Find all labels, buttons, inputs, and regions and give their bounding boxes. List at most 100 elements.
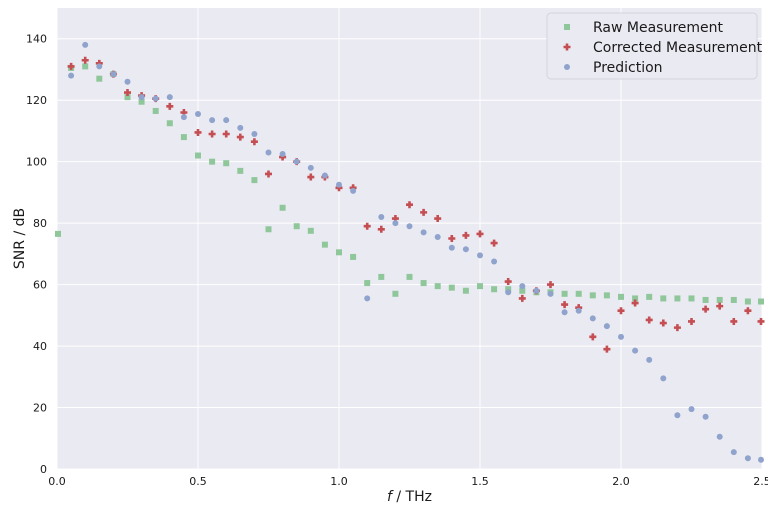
data-point-prediction (744, 455, 751, 462)
data-point-corrected (194, 128, 202, 136)
data-point-raw (96, 75, 103, 82)
data-point-raw (223, 160, 230, 167)
data-point-prediction (237, 124, 244, 131)
data-point-prediction (420, 229, 427, 236)
data-point-corrected (757, 317, 765, 325)
data-point-raw (618, 293, 624, 300)
x-axis-label-unit: / THz (392, 489, 432, 505)
data-point-raw (82, 63, 89, 70)
data-point-raw (646, 293, 653, 300)
data-point-corrected (702, 305, 710, 313)
data-point-corrected (673, 324, 681, 332)
data-point-corrected (617, 307, 625, 315)
x-tick-label: 2.0 (612, 475, 630, 488)
legend-markers (563, 24, 571, 70)
data-point-raw (124, 94, 131, 101)
data-point-raw (237, 167, 244, 174)
data-point-prediction (336, 181, 342, 188)
x-tick-label: 2.5 (753, 475, 768, 488)
x-tick-label: 1.0 (330, 475, 348, 488)
data-point-raw (152, 107, 159, 114)
data-point-corrected (603, 345, 611, 353)
legend: Raw Measurement Corrected Measurement Pr… (546, 12, 763, 80)
plot-background (57, 8, 762, 469)
y-axis-label: SNR / dB (12, 208, 28, 269)
data-point-prediction (462, 246, 469, 253)
data-point-raw (293, 223, 300, 230)
data-point-prediction (758, 456, 764, 463)
y-tick-label: 100 (26, 156, 47, 169)
data-point-raw (744, 298, 751, 305)
data-point-prediction (350, 187, 357, 194)
data-point-corrected (377, 225, 385, 233)
data-point-corrected (490, 239, 498, 247)
data-point-corrected (716, 302, 724, 310)
data-point-prediction (279, 150, 286, 157)
legend-marker-prediction (564, 64, 570, 70)
data-point-prediction (561, 309, 568, 316)
data-point-prediction (603, 323, 610, 330)
data-point-corrected (81, 56, 89, 64)
data-point-corrected (448, 235, 456, 242)
data-point-prediction (364, 295, 371, 302)
data-point-corrected (166, 102, 174, 110)
data-marks (55, 41, 765, 463)
data-point-raw (519, 287, 526, 294)
data-point-prediction (730, 449, 737, 456)
data-point-raw (561, 290, 568, 297)
data-point-prediction (96, 63, 103, 70)
data-point-corrected (547, 281, 554, 289)
data-point-prediction (632, 347, 639, 354)
data-point-corrected (659, 319, 667, 327)
data-point-prediction (251, 131, 258, 138)
data-point-prediction (110, 71, 117, 78)
data-point-prediction (195, 111, 201, 118)
data-point-prediction (716, 433, 723, 440)
data-point-corrected (208, 130, 216, 138)
data-point-prediction (519, 283, 526, 290)
series-prediction (68, 41, 764, 463)
data-point-raw (448, 284, 455, 291)
data-point-prediction (477, 252, 483, 259)
legend-label-prediction: Prediction (593, 60, 663, 76)
data-point-prediction (307, 164, 314, 171)
data-point-prediction (547, 290, 554, 297)
data-point-prediction (223, 117, 230, 124)
data-point-prediction (674, 412, 681, 419)
data-point-prediction (68, 72, 75, 79)
data-point-prediction (124, 78, 131, 85)
data-point-raw (730, 296, 737, 303)
data-point-prediction (448, 244, 455, 251)
data-point-raw (195, 152, 201, 159)
y-tick-label: 140 (26, 33, 47, 46)
grid-lines (56, 8, 763, 470)
legend-marker-corrected (563, 43, 571, 51)
data-point-corrected (236, 133, 244, 141)
y-tick-label: 0 (40, 463, 47, 476)
y-tick-label: 40 (33, 340, 47, 353)
data-point-prediction (392, 220, 399, 227)
data-point-corrected (645, 316, 653, 324)
data-point-raw (632, 295, 639, 302)
data-point-raw (688, 295, 695, 302)
data-point-raw (307, 227, 314, 234)
data-point-raw (166, 120, 173, 127)
data-point-corrected (124, 89, 131, 97)
data-point-corrected (504, 278, 512, 286)
data-point-raw (575, 290, 582, 297)
y-tick-label: 20 (33, 402, 47, 415)
data-point-prediction (82, 41, 89, 48)
data-point-corrected (518, 294, 526, 302)
data-point-raw (420, 280, 427, 287)
data-point-corrected (631, 299, 639, 307)
data-point-corrected (406, 201, 413, 209)
data-point-raw (505, 286, 512, 293)
data-point-raw (378, 273, 385, 280)
data-point-raw (406, 273, 413, 280)
data-point-corrected (265, 170, 272, 178)
y-tick-label: 60 (33, 279, 47, 292)
data-point-raw (180, 134, 187, 141)
data-point-raw (491, 286, 498, 293)
data-point-raw (716, 296, 723, 303)
